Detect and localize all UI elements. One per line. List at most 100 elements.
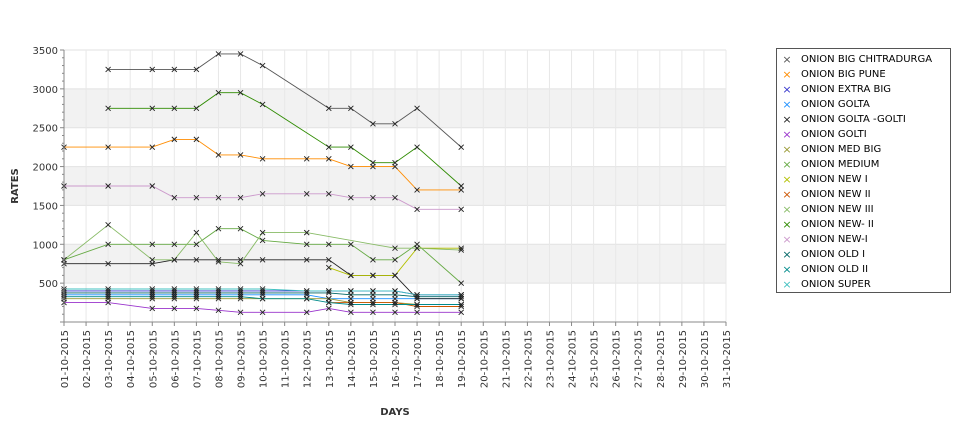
point-stroke	[325, 288, 332, 294]
legend-marker: ×	[782, 143, 792, 156]
data-point	[237, 89, 244, 96]
point-stroke	[370, 309, 376, 316]
data-point	[105, 260, 111, 267]
data-point	[237, 51, 244, 57]
point-stroke	[237, 89, 244, 96]
data-point	[325, 288, 332, 294]
data-point	[237, 286, 244, 292]
legend-item: × ONION GOLTI	[777, 127, 952, 142]
data-point	[215, 51, 222, 57]
point-stroke	[348, 163, 354, 170]
data-point	[171, 293, 178, 300]
data-point	[215, 194, 222, 201]
series-line-9	[328, 302, 462, 307]
point-stroke	[215, 293, 222, 300]
point-stroke	[370, 159, 376, 166]
data-point	[193, 105, 200, 112]
point-stroke	[259, 257, 266, 263]
data-point	[215, 295, 222, 302]
data-point	[458, 303, 465, 310]
x-tick-label: 09-10-2015	[237, 330, 248, 388]
point-stroke	[414, 245, 420, 251]
point-stroke	[414, 144, 420, 150]
point-stroke	[149, 293, 156, 300]
data-point	[171, 194, 178, 201]
legend-item: × ONION NEW III	[777, 202, 952, 217]
x-axis-label: DAYS	[380, 407, 410, 418]
data-point	[458, 183, 465, 189]
point-stroke	[458, 183, 465, 189]
point-stroke	[414, 206, 420, 213]
data-point	[458, 309, 465, 316]
data-point	[171, 241, 178, 248]
y-tick-label: 3000	[33, 85, 58, 96]
data-point	[259, 257, 266, 263]
data-point	[370, 309, 376, 316]
point-stroke	[149, 144, 156, 150]
point-stroke	[325, 264, 332, 271]
point-stroke	[259, 286, 266, 292]
data-point	[149, 286, 156, 292]
point-stroke	[325, 241, 332, 248]
point-stroke	[458, 247, 465, 253]
data-point	[215, 286, 222, 292]
legend-label: ONION GOLTA -GOLTI	[801, 114, 906, 125]
x-tick-labels: 01-10-2015 02-10-2015 03-10-2015 04-10-2015…	[60, 330, 733, 388]
data-point	[215, 152, 222, 158]
data-point	[414, 303, 420, 310]
data-point	[193, 136, 200, 143]
data-point	[414, 245, 420, 251]
point-stroke	[171, 105, 178, 112]
point-stroke	[458, 144, 465, 150]
data-point	[171, 66, 178, 73]
point-stroke	[392, 272, 398, 279]
x-tick-label: 06-10-2015	[170, 330, 181, 388]
point-stroke	[348, 105, 354, 112]
point-stroke	[303, 155, 310, 162]
point-stroke	[105, 293, 111, 300]
data-point	[303, 257, 310, 263]
legend-item: × ONION BIG PUNE	[777, 67, 952, 82]
data-point	[215, 258, 222, 265]
data-point	[458, 247, 465, 253]
data-point	[171, 286, 178, 292]
point-stroke	[237, 286, 244, 292]
data-point	[105, 222, 111, 228]
data-point	[171, 305, 178, 312]
point-stroke	[370, 121, 376, 127]
point-stroke	[348, 194, 354, 201]
point-stroke	[370, 194, 376, 201]
data-point	[105, 286, 111, 292]
point-stroke	[215, 152, 222, 158]
point-stroke	[348, 288, 354, 294]
point-stroke	[325, 257, 332, 263]
x-tick-label: 22-10-2015	[523, 330, 534, 388]
point-stroke	[259, 62, 266, 69]
data-point	[303, 155, 310, 162]
data-point	[215, 225, 222, 232]
data-point	[325, 190, 332, 197]
legend-label: ONION GOLTA	[801, 99, 870, 110]
point-stroke	[215, 307, 222, 314]
data-point	[259, 190, 266, 197]
x-tick-label: 30-10-2015	[700, 330, 711, 388]
data-point	[458, 280, 465, 286]
x-tick-label: 12-10-2015	[303, 330, 314, 388]
y-tick-label: 3500	[33, 46, 58, 57]
data-point	[215, 257, 222, 263]
point-stroke	[370, 272, 376, 279]
data-point	[237, 152, 244, 158]
legend-label: ONION OLD II	[801, 264, 869, 275]
data-point	[458, 206, 465, 213]
data-point	[348, 299, 354, 306]
data-point	[414, 309, 420, 316]
point-stroke	[193, 257, 200, 263]
data-point	[193, 66, 200, 73]
data-point	[259, 286, 266, 292]
data-point	[259, 62, 266, 69]
data-point	[193, 286, 200, 292]
data-point	[193, 295, 200, 302]
point-stroke	[325, 299, 332, 306]
point-stroke	[237, 295, 244, 302]
data-point	[237, 260, 244, 267]
